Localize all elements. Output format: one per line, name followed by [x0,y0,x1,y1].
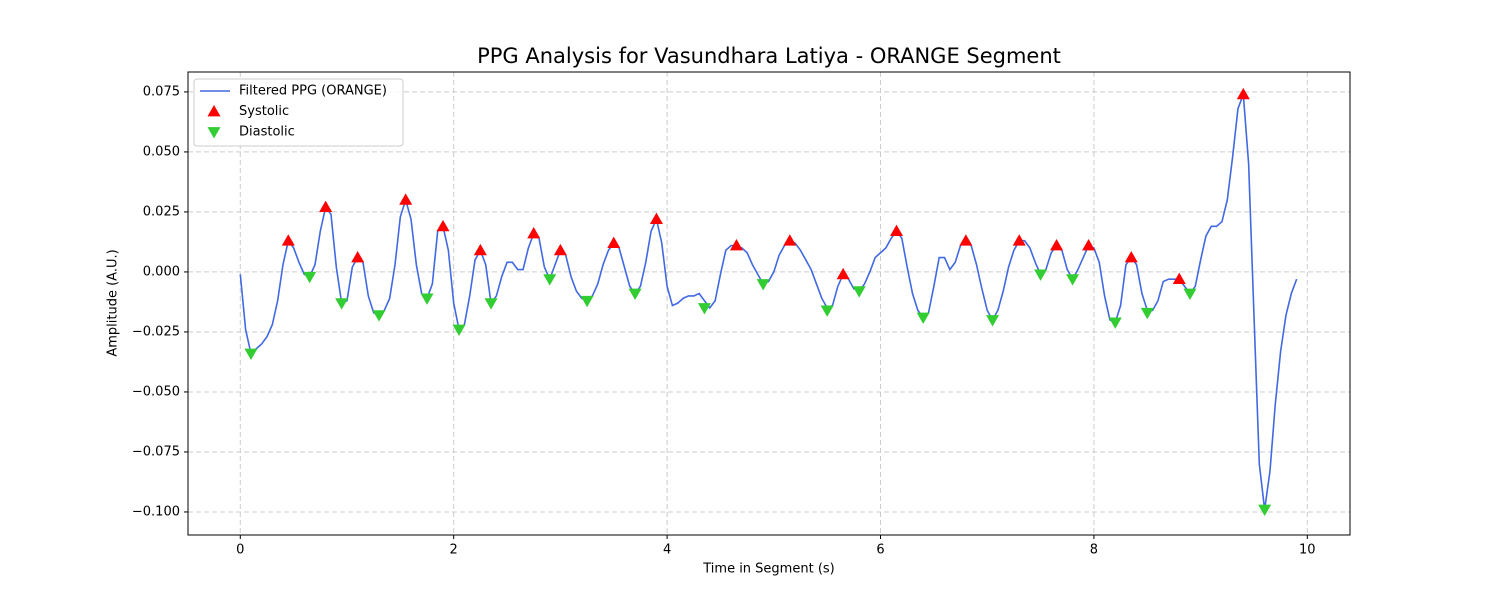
x-tick-label: 10 [1299,543,1316,558]
diastolic-marker [580,295,594,308]
y-tick-label: −0.025 [132,324,180,339]
systolic-marker [399,193,413,205]
y-tick-label: 0.075 [143,84,180,99]
diastolic-marker [1183,288,1197,301]
systolic-marker [783,234,797,246]
systolic-marker [649,212,663,225]
systolic-marker [1012,234,1026,246]
diastolic-marker [1108,317,1122,329]
y-tick-label: −0.075 [132,444,180,459]
diastolic-marker [484,298,498,310]
systolic-marker [1050,239,1064,251]
diastolic-marker [244,348,258,361]
diastolic-marker [303,271,317,284]
systolic-marker [473,243,487,256]
systolic-marker [1172,272,1186,285]
systolic-marker [607,236,621,249]
diastolic-marker [820,305,834,317]
systolic-marker [729,239,743,251]
systolic-marker [319,200,333,213]
legend-label: Systolic [239,104,289,119]
diastolic-marker [372,310,386,322]
legend-label: Filtered PPG (ORANGE) [239,84,387,99]
diastolic-marker [1140,307,1154,320]
legend-marker [207,105,221,117]
systolic-marker [1236,87,1250,100]
y-tick-label: −0.050 [132,384,180,399]
x-tick-label: 4 [663,543,671,558]
systolic-marker [527,227,541,239]
systolic-marker [436,219,450,232]
legend-box [193,78,404,147]
diastolic-marker [697,303,711,315]
systolic-marker [959,234,973,246]
x-tick-label: 6 [876,543,884,558]
diastolic-marker [452,324,466,337]
systolic-marker [351,251,365,263]
x-tick-label: 0 [236,543,244,558]
x-tick-label: 2 [450,543,458,558]
systolic-marker [1082,239,1096,251]
ppg-line [239,94,1298,510]
diastolic-marker [756,279,770,291]
y-tick-label: 0.025 [143,204,180,219]
legend-marker [207,127,221,139]
x-axis-label: Time in Segment (s) [702,562,834,577]
y-axis-label: Amplitude (A.U.) [106,249,121,356]
y-tick-label: 0.000 [143,264,180,279]
legend-label: Diastolic [239,125,295,140]
diastolic-marker [916,312,930,325]
systolic-marker [890,224,904,237]
x-tick-label: 8 [1090,543,1098,558]
diastolic-marker [543,274,557,286]
systolic-marker [836,267,850,280]
diastolic-marker [986,315,1000,327]
diastolic-marker [852,286,866,298]
diastolic-marker [1034,269,1048,281]
diastolic-marker [628,288,642,301]
plot-frame [187,71,1351,536]
systolic-marker [1124,251,1138,263]
diastolic-marker [1066,274,1080,286]
diastolic-marker [420,293,434,305]
y-tick-label: −0.100 [132,504,180,519]
diastolic-marker [1258,504,1272,517]
diastolic-marker [335,298,349,310]
systolic-marker [281,234,295,246]
systolic-marker [553,243,567,256]
chart-title: PPG Analysis for Vasundhara Latiya - ORA… [477,44,1061,68]
y-tick-label: 0.050 [143,144,180,159]
